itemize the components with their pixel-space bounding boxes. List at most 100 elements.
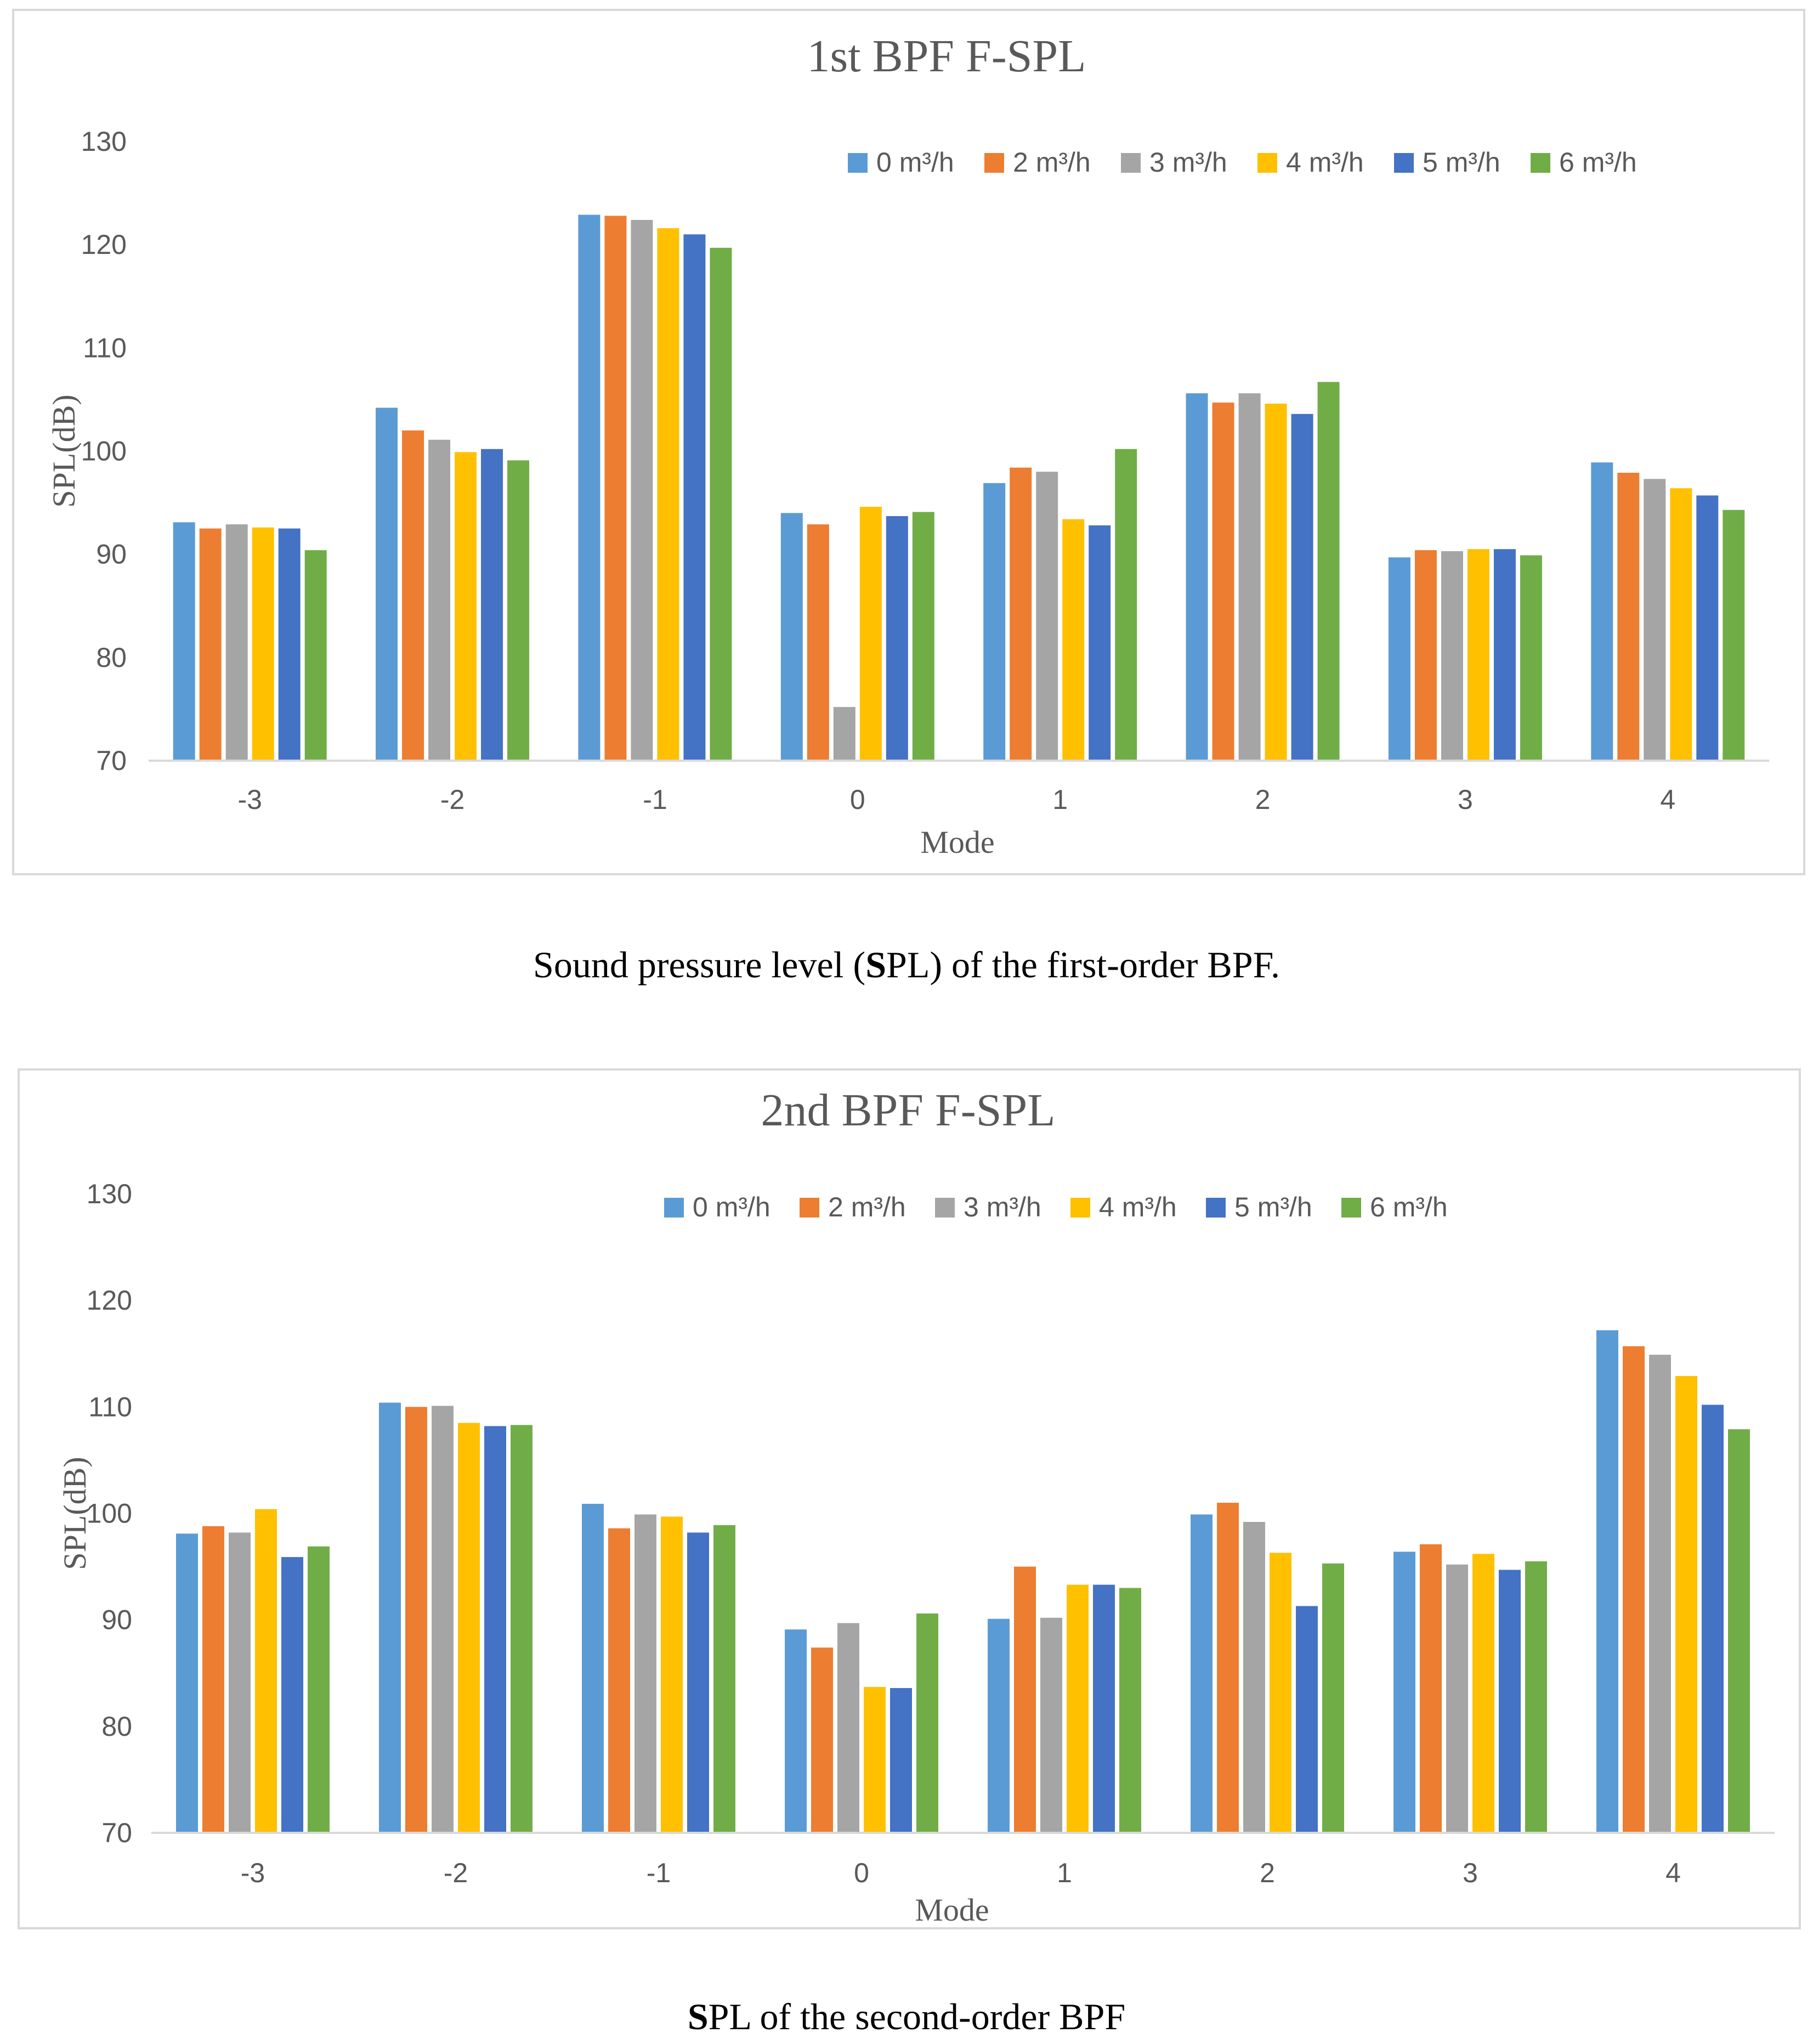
bar xyxy=(1414,550,1437,761)
x-axis-title: Mode xyxy=(920,824,994,860)
bar xyxy=(1420,1544,1442,1833)
chart-panel-second-order: 2nd BPF F-SPL 70 80 90 100 110 120 130 SPL(dB) -3… xyxy=(18,1068,1801,1929)
y-tick-label: 110 xyxy=(88,1391,132,1422)
bar xyxy=(405,1407,427,1833)
bar xyxy=(634,1514,656,1833)
bar xyxy=(1591,462,1613,761)
legend-label: 0 m³/h xyxy=(876,147,954,178)
bar xyxy=(1520,555,1542,761)
bar xyxy=(252,527,274,761)
bar xyxy=(859,507,882,761)
chart-first-order-bpf: 1st BPF F-SPL708090100110120130SPL(dB)-3… xyxy=(46,31,1769,860)
bar xyxy=(278,528,301,761)
bar xyxy=(1467,549,1489,761)
legend-swatch xyxy=(935,1198,955,1218)
y-tick-label: 130 xyxy=(87,1179,132,1209)
legend-swatch xyxy=(1531,153,1550,173)
caption-first-prefix: Sound pressure level ( xyxy=(533,944,866,986)
x-tick-label: 0 xyxy=(854,1858,869,1888)
bar xyxy=(511,1425,532,1833)
bar xyxy=(1696,495,1719,761)
bar xyxy=(1238,393,1261,761)
caption-first-bold: S xyxy=(865,944,887,986)
bar xyxy=(1525,1561,1547,1833)
legend-label: 6 m³/h xyxy=(1370,1192,1448,1222)
bar xyxy=(1270,1553,1291,1833)
legend-label: 5 m³/h xyxy=(1423,147,1500,178)
bar xyxy=(1388,557,1410,761)
bar xyxy=(1499,1570,1521,1833)
bar xyxy=(582,1504,604,1833)
bar xyxy=(1472,1554,1494,1833)
bar xyxy=(780,513,803,761)
bar xyxy=(1291,414,1313,761)
x-tick-label: 0 xyxy=(850,784,865,815)
caption-first-order: Sound pressure level (SPL) of the first-… xyxy=(0,943,1813,987)
bar xyxy=(1644,479,1666,761)
bar xyxy=(304,550,327,761)
y-tick-label: 80 xyxy=(96,642,127,673)
bar xyxy=(1217,1503,1239,1833)
x-tick-label: -1 xyxy=(647,1858,671,1888)
y-tick-label: 110 xyxy=(83,332,127,363)
bar xyxy=(1191,1514,1213,1833)
x-tick-label: -3 xyxy=(237,784,262,815)
bar xyxy=(604,216,627,761)
bar xyxy=(202,1526,224,1833)
bar xyxy=(229,1532,251,1833)
bar xyxy=(631,220,653,761)
x-tick-label: 2 xyxy=(1260,1858,1275,1888)
bar xyxy=(886,516,908,761)
bar xyxy=(1728,1429,1750,1833)
x-tick-label: -1 xyxy=(643,784,667,815)
bar xyxy=(657,228,679,761)
bar xyxy=(1441,551,1463,761)
chart-title: 2nd BPF F-SPL xyxy=(761,1085,1056,1136)
bar xyxy=(432,1406,454,1833)
bar xyxy=(1062,519,1085,761)
x-tick-label: 1 xyxy=(1052,784,1068,815)
bar xyxy=(402,430,424,761)
bar xyxy=(199,528,222,761)
bar xyxy=(1119,1588,1141,1833)
bar xyxy=(376,407,398,761)
bar xyxy=(1675,1376,1697,1833)
bar xyxy=(1493,549,1516,761)
bar xyxy=(308,1546,330,1833)
bar xyxy=(1243,1522,1265,1833)
x-axis-title: Mode xyxy=(915,1892,989,1927)
bar xyxy=(864,1686,886,1833)
legend-label: 2 m³/h xyxy=(828,1192,906,1222)
y-tick-label: 100 xyxy=(87,1498,132,1529)
x-tick-label: -2 xyxy=(440,784,464,815)
legend-label: 3 m³/h xyxy=(1149,147,1227,178)
y-tick-label: 100 xyxy=(81,436,127,467)
bar xyxy=(1623,1346,1645,1833)
bar xyxy=(281,1557,303,1833)
legend-label: 0 m³/h xyxy=(693,1192,770,1222)
legend-swatch xyxy=(1070,1198,1090,1218)
bar xyxy=(1322,1563,1344,1833)
bar xyxy=(661,1516,683,1833)
x-tick-label: 2 xyxy=(1255,784,1271,815)
x-tick-label: -2 xyxy=(444,1858,468,1888)
y-tick-label: 90 xyxy=(96,539,127,570)
bar xyxy=(1446,1564,1468,1833)
bar xyxy=(1212,403,1234,761)
bar xyxy=(507,460,530,761)
bar xyxy=(608,1528,630,1833)
bar xyxy=(837,1623,859,1833)
y-tick-label: 70 xyxy=(96,745,127,776)
bar xyxy=(1265,403,1287,761)
bar xyxy=(1067,1584,1089,1833)
legend-label: 6 m³/h xyxy=(1559,147,1637,178)
bar xyxy=(481,449,503,761)
x-tick-label: 1 xyxy=(1057,1858,1072,1888)
bar xyxy=(578,214,600,761)
bar xyxy=(428,439,451,761)
bar xyxy=(807,524,829,761)
y-tick-label: 130 xyxy=(81,126,127,157)
bar xyxy=(1089,525,1111,761)
legend-label: 5 m³/h xyxy=(1234,1192,1312,1222)
bar xyxy=(1036,472,1058,761)
